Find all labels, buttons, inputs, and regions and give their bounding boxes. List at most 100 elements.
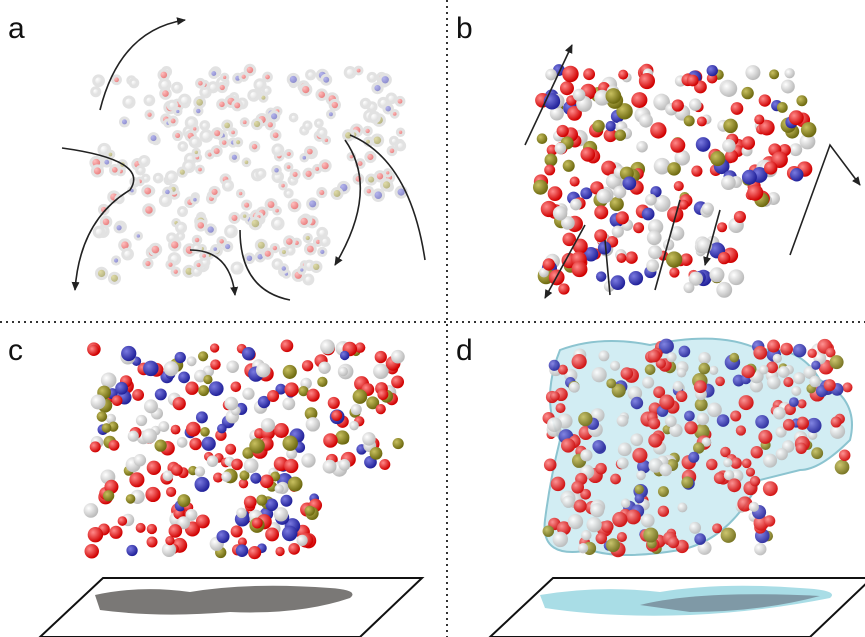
atom <box>92 166 102 176</box>
atom <box>118 516 128 526</box>
atom <box>391 350 405 364</box>
atom <box>563 160 575 172</box>
atom <box>370 447 383 460</box>
atom <box>328 397 340 409</box>
atom <box>201 252 208 259</box>
atom <box>170 240 180 250</box>
atom <box>681 476 693 488</box>
atom <box>632 448 647 463</box>
atom <box>130 79 138 87</box>
atom <box>384 104 393 113</box>
atom <box>596 189 611 204</box>
atom <box>267 390 279 402</box>
atom <box>669 267 679 277</box>
atom <box>198 351 208 361</box>
atom <box>179 208 187 216</box>
atom <box>583 68 595 80</box>
atom <box>811 361 820 370</box>
atom <box>236 544 249 557</box>
atom <box>301 84 311 94</box>
atom <box>613 186 626 199</box>
atom <box>330 100 339 109</box>
atom <box>617 532 627 542</box>
atom <box>694 533 706 545</box>
atom <box>282 397 295 410</box>
atom <box>189 438 201 450</box>
atom <box>835 460 850 475</box>
atom <box>159 70 169 80</box>
atom <box>217 424 227 434</box>
atom <box>639 73 655 89</box>
atom <box>351 404 362 415</box>
atom <box>385 170 391 176</box>
atom <box>599 350 610 361</box>
atom <box>548 186 563 201</box>
atom <box>147 537 158 548</box>
atom <box>688 452 699 463</box>
atom <box>224 243 232 251</box>
atom <box>164 361 179 376</box>
atom <box>397 129 403 135</box>
atom <box>747 185 763 201</box>
atom <box>572 354 587 369</box>
atom <box>155 388 167 400</box>
atom <box>698 352 710 364</box>
atom <box>723 458 732 467</box>
atom <box>210 343 219 352</box>
atom <box>203 375 212 384</box>
atom <box>320 161 330 171</box>
atom <box>143 361 158 376</box>
atom <box>670 138 685 153</box>
atom <box>136 523 146 533</box>
atom <box>574 499 587 512</box>
atom <box>677 503 687 513</box>
atom <box>244 496 257 509</box>
atom <box>301 453 315 467</box>
atom <box>570 176 580 186</box>
atom <box>232 263 242 273</box>
atom <box>674 181 684 191</box>
atom <box>338 367 348 377</box>
atom <box>553 206 567 220</box>
atom <box>169 524 183 538</box>
atom <box>109 273 119 283</box>
atom <box>241 213 248 220</box>
atom <box>616 253 626 263</box>
plane <box>40 578 865 637</box>
atom <box>285 164 292 171</box>
atom <box>648 417 660 429</box>
atom <box>712 523 722 533</box>
atom <box>672 99 684 111</box>
atom <box>317 377 327 387</box>
atom <box>243 159 250 166</box>
atom <box>158 421 169 432</box>
atom <box>592 367 607 382</box>
atom <box>178 168 186 176</box>
atom <box>742 365 755 378</box>
atom <box>621 499 630 508</box>
atom <box>362 432 375 445</box>
atom <box>201 131 212 142</box>
atom <box>545 69 557 81</box>
atom <box>271 131 280 140</box>
atom <box>154 440 166 452</box>
atom <box>717 414 730 427</box>
atom <box>544 164 555 175</box>
atom <box>645 194 657 206</box>
atom <box>581 530 591 540</box>
atom <box>235 139 242 146</box>
atom <box>791 386 801 396</box>
atom <box>361 99 369 107</box>
atom <box>250 218 261 229</box>
atom <box>132 389 144 401</box>
atom <box>753 346 767 360</box>
atom <box>96 268 106 278</box>
atom <box>332 189 342 199</box>
atom <box>242 347 255 360</box>
atom <box>186 422 201 437</box>
atom <box>659 464 672 477</box>
atom <box>666 352 676 362</box>
atom <box>280 249 287 256</box>
atom <box>721 528 736 543</box>
atom <box>353 389 368 404</box>
